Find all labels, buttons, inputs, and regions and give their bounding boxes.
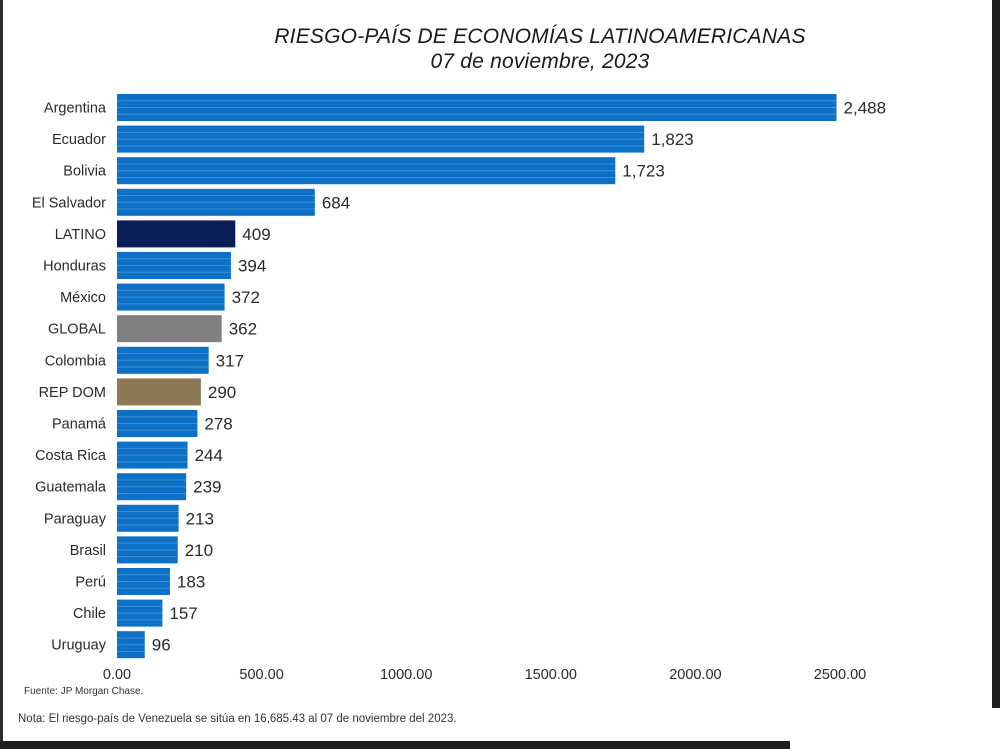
- x-tick-label: 1000.00: [380, 667, 432, 683]
- bar-rep-dom: [117, 378, 201, 406]
- category-label: Guatemala: [35, 480, 107, 496]
- category-label: Perú: [75, 575, 106, 591]
- data-label: 2,488: [844, 99, 887, 118]
- category-label: Bolivia: [63, 164, 107, 180]
- category-label: Colombia: [45, 353, 107, 369]
- x-tick-label: 0.00: [103, 667, 131, 683]
- right-border: [992, 0, 1000, 708]
- data-label: 1,723: [622, 162, 665, 181]
- category-label: Costa Rica: [35, 448, 107, 464]
- category-label: El Salvador: [32, 195, 106, 211]
- data-label: 684: [322, 193, 350, 212]
- data-label: 239: [193, 478, 221, 497]
- data-label: 244: [195, 446, 223, 465]
- data-label: 213: [186, 509, 214, 528]
- category-label: Honduras: [43, 259, 106, 275]
- data-label: 290: [208, 383, 236, 402]
- data-label: 317: [216, 351, 244, 370]
- data-label: 210: [185, 541, 213, 560]
- right-border-gap: [992, 708, 1000, 749]
- bar-global: [117, 315, 222, 343]
- bar-latino: [117, 220, 236, 248]
- left-border: [0, 0, 3, 749]
- x-tick-label: 500.00: [239, 667, 283, 683]
- x-tick-label: 1500.00: [525, 667, 577, 683]
- data-label: 362: [229, 320, 257, 339]
- data-label: 157: [169, 604, 197, 623]
- x-tick-label: 2500.00: [814, 667, 866, 683]
- category-label: Uruguay: [51, 638, 107, 654]
- category-label: Panamá: [52, 417, 107, 433]
- category-label: REP DOM: [39, 385, 106, 401]
- data-label: 1,823: [651, 130, 694, 149]
- category-label: Argentina: [44, 101, 107, 117]
- data-label: 409: [242, 225, 270, 244]
- bottom-border: [0, 741, 790, 749]
- chart-title-line1: RIESGO-PAÍS DE ECONOMÍAS LATINOAMERICANA…: [274, 25, 806, 48]
- x-tick-label: 2000.00: [669, 667, 721, 683]
- category-label: GLOBAL: [48, 322, 106, 338]
- chart-title-line2: 07 de noviembre, 2023: [430, 50, 650, 73]
- category-label: Chile: [73, 606, 106, 622]
- category-label: Ecuador: [52, 132, 106, 148]
- footnote: Nota: El riesgo-país de Venezuela se sit…: [18, 713, 457, 725]
- category-label: LATINO: [55, 227, 106, 243]
- category-label: Paraguay: [44, 511, 107, 527]
- data-label: 372: [232, 288, 260, 307]
- data-label: 96: [152, 636, 171, 655]
- category-label: México: [60, 290, 106, 306]
- data-label: 394: [238, 257, 266, 276]
- data-label: 278: [204, 415, 232, 434]
- category-label: Brasil: [70, 543, 106, 559]
- data-label: 183: [177, 573, 205, 592]
- source-note: Fuente: JP Morgan Chase.: [24, 686, 144, 697]
- chart-title: RIESGO-PAÍS DE ECONOMÍAS LATINOAMERICANA…: [200, 24, 880, 74]
